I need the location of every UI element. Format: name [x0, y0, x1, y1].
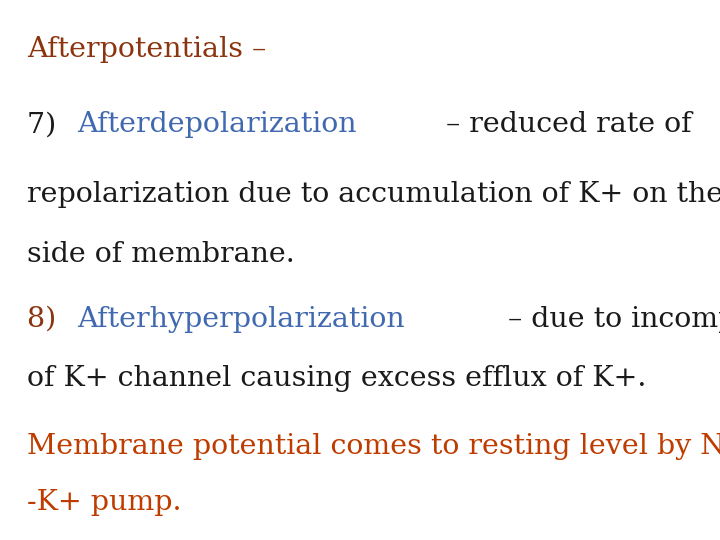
- Text: 8): 8): [27, 306, 66, 333]
- Text: – due to incomplete closure: – due to incomplete closure: [500, 306, 720, 333]
- Text: side of membrane.: side of membrane.: [27, 241, 295, 268]
- Text: Afterpotentials –: Afterpotentials –: [27, 36, 266, 63]
- Text: Membrane potential comes to resting level by Na+: Membrane potential comes to resting leve…: [27, 433, 720, 460]
- Text: Afterhyperpolarization: Afterhyperpolarization: [77, 306, 405, 333]
- Text: 7): 7): [27, 111, 66, 138]
- Text: repolarization due to accumulation of K+ on the outer: repolarization due to accumulation of K+…: [27, 181, 720, 208]
- Text: of K+ channel causing excess efflux of K+.: of K+ channel causing excess efflux of K…: [27, 365, 647, 392]
- Text: -K+ pump.: -K+ pump.: [27, 489, 182, 516]
- Text: Afterdepolarization: Afterdepolarization: [77, 111, 356, 138]
- Text: – reduced rate of: – reduced rate of: [437, 111, 692, 138]
